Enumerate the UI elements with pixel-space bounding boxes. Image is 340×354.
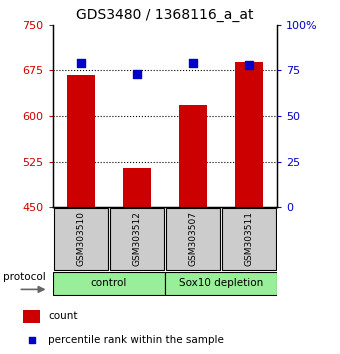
Bar — [110, 209, 164, 269]
Text: Sox10 depletion: Sox10 depletion — [179, 278, 263, 288]
Bar — [123, 167, 151, 207]
Text: GSM303511: GSM303511 — [244, 211, 254, 267]
Point — [29, 337, 34, 343]
Bar — [166, 209, 220, 269]
Point — [246, 62, 252, 68]
Text: control: control — [91, 278, 127, 288]
Bar — [222, 209, 276, 269]
Bar — [165, 272, 277, 295]
Text: count: count — [48, 312, 78, 321]
Text: GSM303507: GSM303507 — [188, 211, 198, 267]
Bar — [54, 209, 108, 269]
Title: GDS3480 / 1368116_a_at: GDS3480 / 1368116_a_at — [76, 8, 254, 22]
Bar — [67, 75, 95, 207]
Text: percentile rank within the sample: percentile rank within the sample — [48, 335, 224, 346]
Bar — [235, 62, 263, 207]
Bar — [179, 105, 207, 207]
Text: GSM303510: GSM303510 — [76, 211, 85, 267]
Bar — [53, 272, 165, 295]
Text: protocol: protocol — [3, 272, 45, 282]
Bar — [23, 310, 40, 323]
Point — [134, 71, 140, 77]
Text: GSM303512: GSM303512 — [132, 211, 141, 267]
Point — [78, 60, 84, 66]
Point — [190, 60, 196, 66]
